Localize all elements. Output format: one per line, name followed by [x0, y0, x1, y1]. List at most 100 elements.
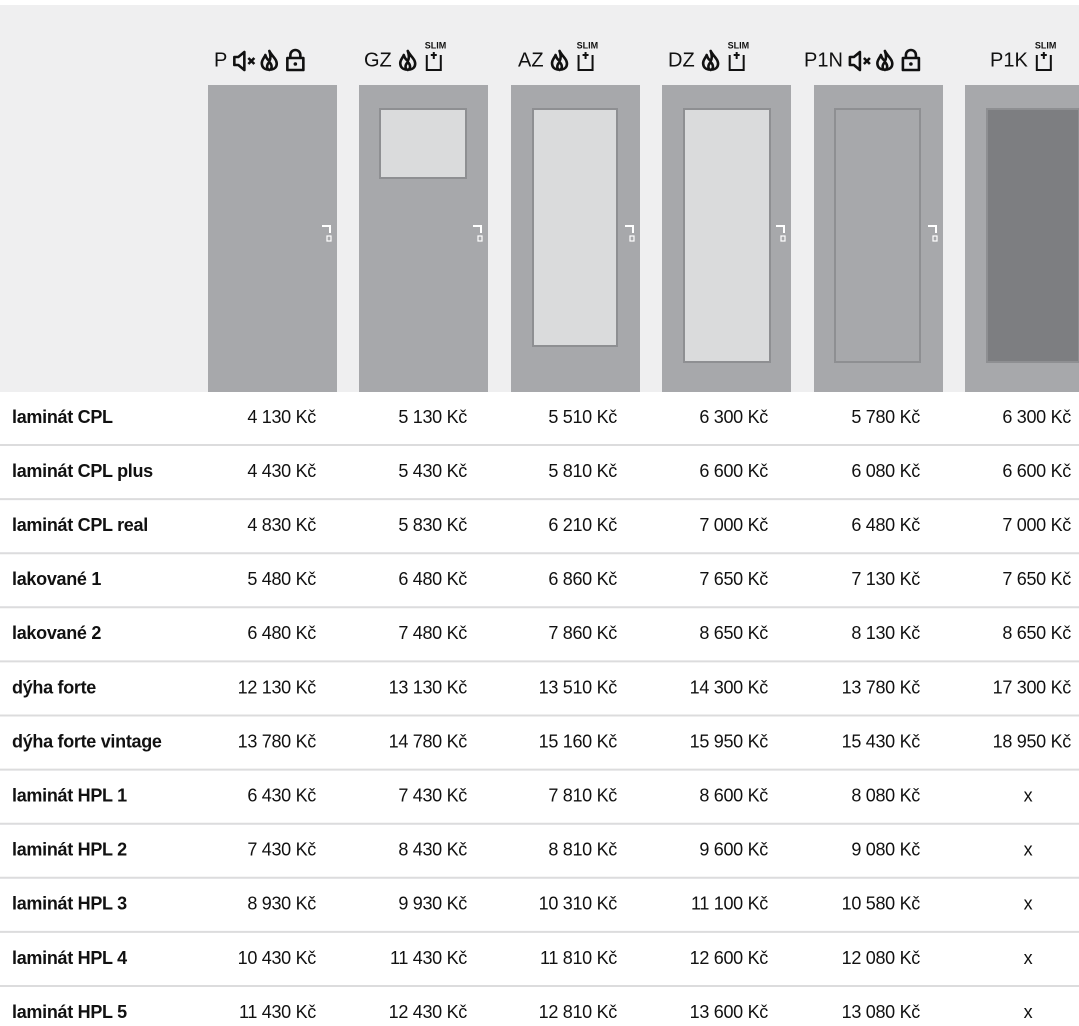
price: 6 480 Kč [247, 623, 316, 643]
door [208, 85, 337, 392]
door-lock [629, 235, 635, 242]
price: 12 130 Kč [238, 677, 317, 697]
price: 13 130 Kč [389, 677, 468, 697]
price: x [1024, 840, 1033, 860]
slim-label: SLIM [425, 40, 447, 50]
price: 14 300 Kč [690, 677, 769, 697]
row-label: lakované 2 [12, 623, 101, 643]
door-handle [928, 225, 937, 233]
price: 10 430 Kč [238, 948, 317, 968]
price: 8 810 Kč [548, 840, 617, 860]
mute-x [862, 57, 871, 65]
icon-snd [233, 50, 256, 72]
mute-x [247, 57, 256, 65]
price: 15 430 Kč [842, 731, 921, 751]
door-handle [625, 225, 634, 233]
price: 6 600 Kč [699, 461, 768, 481]
icon-slim: SLIM [728, 40, 749, 71]
price: 7 810 Kč [548, 785, 617, 805]
price: 5 430 Kč [398, 461, 467, 481]
price: 15 160 Kč [539, 731, 618, 751]
price: 10 310 Kč [539, 894, 618, 914]
door-lock [477, 235, 483, 242]
door-panel [986, 108, 1079, 363]
price: 9 930 Kč [398, 894, 467, 914]
icon-fire [876, 49, 894, 72]
row-label: dýha forte vintage [12, 731, 162, 751]
icon-slim: SLIM [1035, 40, 1056, 71]
price: 14 780 Kč [389, 731, 468, 751]
price: 13 600 Kč [690, 1002, 769, 1021]
icon-slim: SLIM [577, 40, 598, 71]
price: 6 430 Kč [247, 785, 316, 805]
row-label: laminát HPL 2 [12, 840, 127, 860]
price: 5 830 Kč [398, 515, 467, 535]
row-label: laminát CPL real [12, 515, 148, 535]
icon-fire [701, 49, 720, 72]
door-panel [532, 108, 618, 347]
door-panel [683, 108, 771, 363]
price: 6 300 Kč [1002, 407, 1071, 427]
door-panel [834, 108, 921, 363]
flame [398, 49, 417, 72]
column-code: P1K [990, 49, 1028, 71]
keyhole [293, 62, 298, 66]
price: x [1024, 785, 1033, 805]
price: 6 860 Kč [548, 569, 617, 589]
price: 8 430 Kč [398, 840, 467, 860]
price: 6 300 Kč [699, 407, 768, 427]
price: x [1024, 948, 1033, 968]
price: 7 650 Kč [1002, 569, 1071, 589]
slim-box [728, 52, 745, 71]
flame [876, 49, 894, 72]
icon-lock [901, 48, 921, 72]
price: 5 810 Kč [548, 461, 617, 481]
price: 4 130 Kč [247, 407, 316, 427]
door-lock [932, 235, 938, 242]
door-lock [326, 235, 332, 242]
shackle [904, 48, 918, 58]
row-label: lakované 1 [12, 569, 101, 589]
price: 6 210 Kč [548, 515, 617, 535]
column-code: GZ [364, 49, 392, 71]
speaker [848, 50, 862, 72]
price: 6 480 Kč [398, 569, 467, 589]
row-label: dýha forte [12, 677, 96, 697]
icon-fire [260, 49, 279, 72]
price: 13 780 Kč [842, 677, 921, 697]
slim-box [1035, 52, 1052, 71]
price: 7 000 Kč [699, 515, 768, 535]
price: 11 810 Kč [540, 948, 617, 968]
price: 5 480 Kč [247, 569, 316, 589]
price: 8 650 Kč [1002, 623, 1071, 643]
price: 7 860 Kč [548, 623, 617, 643]
price: 10 580 Kč [842, 894, 921, 914]
flame [701, 49, 720, 72]
price: 9 600 Kč [699, 840, 768, 860]
row-label: laminát CPL [12, 407, 113, 427]
column-code: P1N [804, 49, 843, 71]
price: 5 510 Kč [548, 407, 617, 427]
price: 17 300 Kč [993, 677, 1072, 697]
icon-lock [286, 48, 305, 72]
price: 13 510 Kč [539, 677, 618, 697]
door-handle [322, 225, 331, 233]
price: 7 000 Kč [1002, 515, 1071, 535]
row-label: laminát HPL 3 [12, 894, 127, 914]
price: 7 130 Kč [851, 569, 920, 589]
price: 12 600 Kč [690, 948, 769, 968]
icon-fire [550, 49, 569, 72]
row-label: laminát CPL plus [12, 461, 153, 481]
icon-slim: SLIM [425, 40, 447, 71]
price: x [1024, 894, 1033, 914]
column-code: DZ [668, 49, 695, 71]
row-label: laminát HPL 4 [12, 948, 127, 968]
speaker [233, 50, 246, 72]
price: 4 830 Kč [247, 515, 316, 535]
door-panel [379, 108, 467, 179]
price: 11 430 Kč [239, 1002, 316, 1021]
price: 6 080 Kč [851, 461, 920, 481]
price: 11 430 Kč [390, 948, 467, 968]
price: 8 600 Kč [699, 785, 768, 805]
price: 7 430 Kč [247, 840, 316, 860]
